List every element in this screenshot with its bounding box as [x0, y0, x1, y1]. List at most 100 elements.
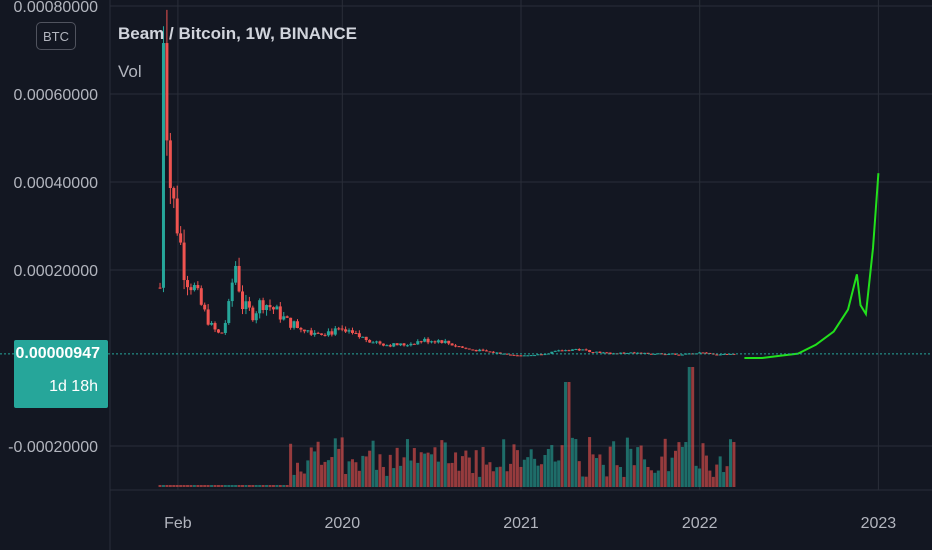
x-tick-label: Feb	[164, 515, 192, 532]
volume-bar	[680, 446, 684, 487]
volume-bar	[512, 444, 516, 487]
candle-body	[275, 306, 279, 310]
candle-body	[244, 301, 248, 310]
volume-bar	[557, 460, 561, 487]
volume-bar	[570, 437, 574, 487]
volume-bar	[247, 485, 251, 487]
volume-bar	[278, 485, 282, 487]
volume-bar	[629, 448, 633, 487]
volume-bar	[375, 469, 379, 487]
candle-body	[550, 351, 554, 354]
candle-body	[395, 343, 399, 346]
volume-bar	[677, 442, 681, 487]
volume-bar	[639, 445, 643, 487]
candle-body	[271, 307, 275, 310]
volume-bar	[564, 382, 568, 487]
volume-bar	[430, 454, 434, 487]
volume-bar	[265, 485, 269, 487]
volume-bar	[313, 451, 317, 487]
candle-body	[416, 341, 420, 345]
volume-bar	[234, 485, 238, 487]
volume-bar	[330, 457, 334, 487]
candle-body	[656, 353, 660, 355]
candle-body	[674, 353, 678, 355]
volume-bar	[320, 464, 324, 487]
volume-bar	[268, 485, 272, 487]
volume-bar	[168, 485, 172, 487]
candle-body	[574, 349, 578, 351]
candle-body	[333, 328, 337, 335]
candle-body	[337, 328, 341, 330]
candle-body	[230, 282, 234, 302]
volume-bar	[244, 485, 248, 487]
candle-body	[498, 352, 502, 354]
candle-body	[605, 352, 609, 354]
candle-body	[375, 341, 379, 343]
volume-bar	[385, 475, 389, 487]
volume-bar	[299, 471, 303, 487]
candle-body	[213, 323, 217, 330]
candle-body	[450, 343, 454, 346]
candle-body	[210, 323, 214, 325]
candle-body	[715, 354, 719, 356]
volume-bar	[405, 439, 409, 487]
candle-body	[581, 349, 585, 351]
candle-body	[402, 343, 406, 346]
candle-body	[512, 354, 516, 356]
candle-body	[347, 330, 351, 332]
volume-bar	[464, 450, 468, 487]
candle-body	[354, 332, 358, 334]
candle-body	[433, 341, 437, 343]
volume-bar	[258, 485, 262, 487]
candle-body	[388, 345, 392, 347]
currency-badge[interactable]: BTC	[36, 22, 76, 50]
volume-bar	[344, 473, 348, 487]
candle-body	[405, 345, 409, 347]
candle-body	[557, 350, 561, 352]
volume-bar	[701, 443, 705, 487]
candle-body	[564, 350, 568, 352]
candle-body	[302, 329, 306, 332]
candle-body	[368, 340, 372, 343]
candle-body	[722, 353, 726, 355]
last-price-value: 0.00000947	[15, 345, 100, 362]
volume-bar	[488, 462, 492, 487]
volume-bar	[254, 485, 258, 487]
candle-body	[175, 198, 179, 234]
volume-bar	[660, 456, 664, 487]
candle-body	[457, 346, 461, 348]
candle-body	[313, 332, 317, 335]
volume-bar	[182, 485, 186, 487]
candle-body	[392, 343, 396, 347]
candle-body	[430, 341, 434, 343]
x-tick-label: 2022	[682, 515, 718, 532]
volume-bar	[223, 485, 227, 487]
volume-bar	[457, 470, 461, 487]
volume-bar	[350, 459, 354, 487]
candle-body	[309, 330, 313, 335]
candle-body	[584, 349, 588, 351]
candle-body	[601, 352, 605, 354]
candle-body	[292, 321, 296, 328]
candle-body	[299, 328, 303, 330]
candle-body	[608, 352, 612, 355]
volume-bar	[560, 445, 564, 487]
volume-bar	[495, 467, 499, 487]
candle-body	[282, 316, 286, 320]
candle-body	[553, 350, 557, 352]
candle-body	[567, 350, 571, 352]
candle-body	[509, 354, 513, 356]
candle-body	[323, 334, 327, 336]
volume-bar	[172, 485, 176, 487]
volume-bar	[309, 447, 313, 487]
volume-bar	[574, 439, 578, 487]
candle-body	[361, 336, 365, 338]
volume-bar	[340, 437, 344, 487]
volume-bar	[636, 447, 640, 487]
volume-bar	[481, 446, 485, 487]
candle-body	[412, 343, 416, 345]
candle-body	[158, 287, 162, 289]
candle-body	[478, 349, 482, 352]
volume-bar	[271, 485, 275, 487]
